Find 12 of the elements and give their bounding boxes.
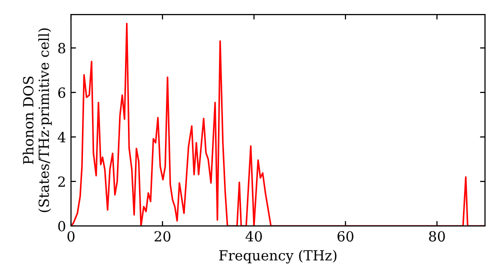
x-tick-label: 20: [154, 231, 170, 242]
x-tick-label: 0: [67, 231, 74, 242]
y-tick-label: 8: [58, 42, 66, 54]
y-tick-label: 0: [58, 220, 66, 232]
x-axis-title: Frequency (THz): [219, 250, 336, 264]
y-axis-title: Phonon DOS (States/THz·primitive cell): [22, 28, 52, 212]
y-tick-label: 2: [58, 176, 65, 187]
x-tick-label: 80: [429, 231, 445, 242]
y-tick-label: 6: [58, 87, 66, 98]
y-tick-label: 4: [58, 132, 66, 142]
x-tick-label: 40: [246, 231, 262, 242]
x-tick-label: 60: [338, 231, 354, 242]
